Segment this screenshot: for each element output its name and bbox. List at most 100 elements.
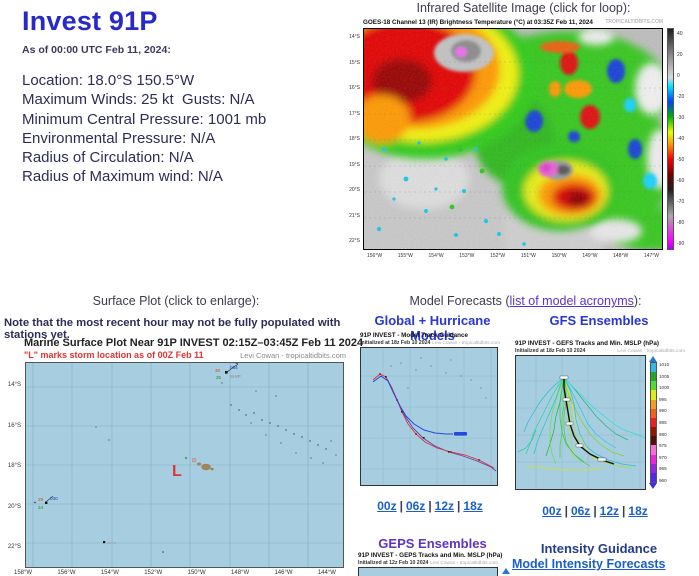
lat-tick-label: 18°S xyxy=(349,136,360,142)
lat-tick-label: 14°S xyxy=(349,34,360,40)
lat-tick-label: 18°S xyxy=(7,463,21,469)
track-guidance-init-links: 00z | 06z | 12z | 18z xyxy=(360,499,500,513)
lon-tick-label: 146°W xyxy=(274,570,293,576)
lon-tick-label: 152°W xyxy=(144,570,163,576)
station-temp: 30 xyxy=(215,368,221,373)
init-time-link[interactable]: 18z xyxy=(628,504,648,518)
lon-tick-label: 150°W xyxy=(187,570,206,576)
as-of-timestamp: As of 00:00 UTC Feb 11, 2024: xyxy=(22,44,171,56)
lon-tick-label: 148°W xyxy=(231,570,250,576)
storm-detail-line: Maximum Winds: 25 kt Gusts: N/A xyxy=(22,91,255,109)
global-hurricane-models-link[interactable]: Global + Hurricane Models xyxy=(374,313,491,343)
geps-colorbar-cap xyxy=(502,568,510,574)
init-time-link[interactable]: 12z xyxy=(599,504,620,518)
init-time-link[interactable]: 06z xyxy=(405,499,426,513)
track-guidance-map[interactable] xyxy=(360,347,498,486)
init-time-link[interactable]: 18z xyxy=(463,499,483,513)
colorbar-tick-label: 20 xyxy=(677,52,683,58)
colorbar-tick-label: 995 xyxy=(659,396,667,402)
init-time-link[interactable]: 12z xyxy=(434,499,455,513)
lon-tick-label: 150°W xyxy=(551,253,567,259)
colorbar-tick-label: 970 xyxy=(659,454,667,460)
separator: | xyxy=(399,499,403,513)
surface-plot-link[interactable]: Marine Surface Plot Near 91P INVEST 02:1… xyxy=(8,336,363,576)
station-id: SHIP xyxy=(230,374,241,379)
init-time-link[interactable]: 00z xyxy=(542,504,562,518)
satellite-image-title: GOES-18 Channel 13 (IR) Brightness Tempe… xyxy=(363,19,593,26)
geps-ensembles-link[interactable]: GEPS Ensembles xyxy=(378,536,487,551)
colorbar-tick-label: -80 xyxy=(677,220,685,226)
storm-detail-line: Location: 18.0°S 150.5°W xyxy=(22,72,195,89)
satellite-colorbar xyxy=(667,28,674,250)
colorbar-tick-label: -60 xyxy=(677,178,685,184)
colorbar-tick-label: -40 xyxy=(677,136,685,142)
track-guidance-initrow: Initialized at 18z Feb 10 2024 Levi Cowa… xyxy=(360,340,500,346)
surface-lon-axis: 158°W 156°W 154°W 152°W 150°W 148°W 146°W 144°W xyxy=(14,570,336,576)
lon-tick-label: 156°W xyxy=(57,570,76,576)
colorbar-tick-label: -50 xyxy=(677,157,685,163)
colorbar-tick-label: -70 xyxy=(677,199,685,205)
surface-plot-title: Marine Surface Plot Near 91P INVEST 02:1… xyxy=(24,337,364,349)
satellite-image-link[interactable]: GOES-18 Channel 13 (IR) Brightness Tempe… xyxy=(349,17,697,275)
lat-tick-label: 21°S xyxy=(349,212,360,219)
storm-detail-line: Radius of Circulation: N/A xyxy=(22,149,194,167)
intensity-guidance-header: Intensity Guidance xyxy=(540,541,658,556)
geps-map[interactable] xyxy=(358,567,498,576)
colorbar-tick-label: 975 xyxy=(659,443,667,449)
gefs-init: Initialized at 18z Feb 10 2024 xyxy=(515,348,586,354)
track-guidance-init: Initialized at 18z Feb 10 2024 xyxy=(360,340,431,346)
satellite-colorbar-labels: 40 20 0 -20 -30 -40 -50 -60 -70 -80 -90 xyxy=(677,28,684,250)
gefs-map[interactable] xyxy=(515,355,646,490)
station-dewpoint: 25 xyxy=(216,375,222,380)
satellite-section-header: Infrared Satellite Image (click for loop… xyxy=(416,1,631,15)
gefs-credit: Levi Cowan - tropicaltidbits.com xyxy=(617,349,685,354)
gefs-ensembles-figure[interactable]: 91P INVEST - GEFS Tracks and Min. MSLP (… xyxy=(515,340,685,490)
colorbar-tick-label: 1010 xyxy=(659,362,670,367)
lat-tick-label: 17°S xyxy=(349,110,360,117)
surface-plot-credit: Levi Cowan - tropicaltidbits.com xyxy=(240,351,346,360)
separator: | xyxy=(564,504,568,518)
satellite-lat-axis: 14°S 15°S 16°S 17°S 18°S 19°S 20°S 21°S 22°S xyxy=(349,28,361,250)
storm-location-marker: L xyxy=(172,463,182,480)
colorbar-tick-label: 985 xyxy=(659,419,667,425)
storm-details-list: Location: 18.0°S 150.5°W Maximum Winds: 2… xyxy=(22,71,347,187)
gefs-colorbar xyxy=(649,356,657,489)
model-intensity-forecasts-link[interactable]: Model Intensity Forecasts xyxy=(512,557,666,571)
separator: | xyxy=(457,499,461,513)
track-guidance-title: 91P INVEST - Model Track Guidance xyxy=(360,332,469,339)
lat-tick-label: 19°S xyxy=(349,161,360,168)
satellite-image[interactable] xyxy=(363,28,663,250)
gefs-colorbar-labels: 1010 1005 1000 995 990 985 980 975 970 965 960 xyxy=(659,362,669,483)
lat-tick-label: 16°S xyxy=(349,85,360,91)
geps-init: Initialized at 12z Feb 10 2024 xyxy=(358,560,429,566)
model-acronyms-link[interactable]: list of model acronyms xyxy=(509,294,634,308)
satellite-credit: TROPICALTIDBITS.COM xyxy=(605,19,663,25)
lat-tick-label: 20°S xyxy=(349,187,360,193)
colorbar-tick-label: 40 xyxy=(677,31,683,37)
separator: | xyxy=(622,504,626,518)
colorbar-tick-label: -20 xyxy=(677,94,685,100)
station-pressure: 064 xyxy=(230,365,238,370)
geps-ensembles-figure[interactable]: 91P INVEST - GEPS Tracks and Min. MSLP (… xyxy=(358,552,510,576)
lat-tick-label: 15°S xyxy=(349,59,360,66)
lat-tick-label: 22°S xyxy=(7,544,21,550)
colorbar-tick-label: 1005 xyxy=(659,373,670,379)
station-temp: 29 xyxy=(38,497,44,502)
surface-map[interactable]: L 30 064 25 SHIP 29 030 24 xyxy=(25,361,344,568)
gfs-ensembles-link[interactable]: GFS Ensembles xyxy=(549,313,649,328)
surface-lat-axis: 14°S 16°S 18°S 20°S 22°S xyxy=(4,362,23,568)
init-time-link[interactable]: 06z xyxy=(570,504,591,518)
lon-tick-label: 156°W xyxy=(367,253,383,259)
model-track-guidance-figure[interactable]: 91P INVEST - Model Track Guidance Initia… xyxy=(360,332,500,486)
separator: | xyxy=(428,499,432,513)
storm-detail-line: Minimum Central Pressure: 1001 mb xyxy=(22,110,267,128)
lon-tick-label: 153°W xyxy=(459,253,475,259)
lat-tick-label: 20°S xyxy=(7,503,21,510)
satellite-titlebar: GOES-18 Channel 13 (IR) Brightness Tempe… xyxy=(363,19,663,26)
lat-tick-label: 22°S xyxy=(349,238,360,244)
lon-tick-label: 154°W xyxy=(100,570,119,576)
init-time-link[interactable]: 00z xyxy=(377,499,397,513)
model-forecasts-header-prefix: Model Forecasts ( xyxy=(409,294,510,308)
lon-tick-label: 149°W xyxy=(582,253,598,259)
surface-plot-section-header: Surface Plot (click to enlarge): xyxy=(92,294,260,308)
